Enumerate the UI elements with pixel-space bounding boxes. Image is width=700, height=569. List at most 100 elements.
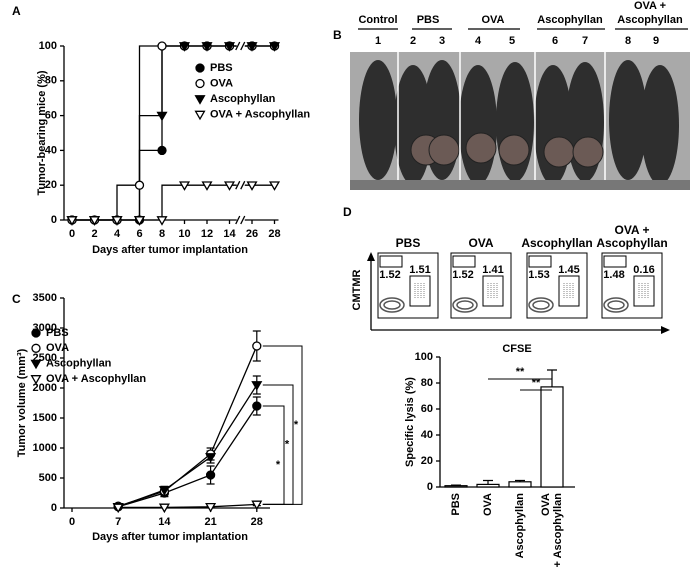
y-tick-label: 40 <box>45 144 57 156</box>
legend-label: PBS <box>46 327 69 339</box>
x-tick-label: 28 <box>268 228 280 240</box>
cell-cloud <box>452 297 478 313</box>
x-tick-label: 14 <box>223 228 236 240</box>
legend-label: PBS <box>210 62 233 74</box>
panel-label: A <box>12 4 21 18</box>
point <box>252 401 262 411</box>
x-tick-label: 2 <box>91 228 97 240</box>
flow-title: OVA + <box>614 223 649 237</box>
arrow-head <box>367 252 375 261</box>
significance-label: * <box>285 439 290 451</box>
group-label: Control <box>358 14 397 26</box>
y-tick-label: 2000 <box>33 382 57 394</box>
flow-plot <box>601 252 663 319</box>
flow-x-label: CFSE <box>502 343 531 355</box>
legend-marker <box>30 375 42 385</box>
y-tick-label: 100 <box>39 40 57 52</box>
gate-value: 0.16 <box>633 264 654 276</box>
point <box>201 42 213 52</box>
significance-bracket <box>262 405 285 505</box>
panel-label: D <box>343 205 352 219</box>
x-axis-label: Days after tumor implantation <box>92 244 248 256</box>
point <box>205 453 217 463</box>
gate-value: 1.48 <box>603 269 624 281</box>
bar <box>508 481 532 488</box>
axis-break <box>236 40 245 222</box>
bar <box>444 485 468 488</box>
y-tick-label: 80 <box>45 75 57 87</box>
flow-title: PBS <box>396 236 421 250</box>
legend-label: Ascophyllan <box>210 93 276 105</box>
panel-label: B <box>333 28 342 42</box>
point <box>157 41 167 51</box>
legend-marker <box>31 328 41 338</box>
y-axis-label: Specific lysis (%) <box>404 377 416 467</box>
arrow-head <box>661 326 670 334</box>
break-mark <box>235 215 241 225</box>
gate-value: 1.41 <box>482 264 503 276</box>
legend-label: Ascophyllan <box>46 358 112 370</box>
point <box>252 341 262 351</box>
point <box>178 42 191 52</box>
y-tick-label: 100 <box>415 351 433 363</box>
y-tick-label: 40 <box>421 429 433 441</box>
legend-label: OVA <box>210 77 233 89</box>
point <box>251 381 263 391</box>
gate-value: 1.52 <box>379 269 400 281</box>
gate <box>379 255 403 268</box>
break-mark <box>240 41 246 51</box>
legend-marker <box>194 110 206 121</box>
group-label: OVA <box>481 14 504 26</box>
point <box>156 111 168 122</box>
significance-label: * <box>294 419 299 431</box>
point <box>133 216 146 226</box>
point <box>156 216 168 226</box>
series-line <box>117 345 258 507</box>
gate-value: 1.51 <box>409 264 430 276</box>
series-line <box>118 405 258 508</box>
break-mark <box>240 180 246 190</box>
mouse <box>641 65 679 185</box>
tumor <box>428 134 460 166</box>
y-axis-label: Tumor-bearing mice (%) <box>36 70 48 195</box>
group-label: PBS <box>417 14 440 26</box>
point <box>251 500 263 511</box>
gate-value: 1.53 <box>528 269 549 281</box>
cell-cloud <box>528 297 554 313</box>
flow-title: Ascophyllan <box>521 236 592 250</box>
break-mark <box>235 180 241 190</box>
mouse-number: 8 <box>625 35 631 47</box>
series-line <box>117 384 258 508</box>
cell-cloud <box>603 297 629 313</box>
y-tick-label: 500 <box>39 472 57 484</box>
x-tick-label: Ascophyllan <box>514 493 526 559</box>
mouse-number: 2 <box>410 35 416 47</box>
break-mark <box>240 215 246 225</box>
y-tick-label: 0 <box>51 502 57 514</box>
y-tick-label: 80 <box>421 377 433 389</box>
x-tick-label: 6 <box>136 228 142 240</box>
y-tick-label: 60 <box>45 110 57 122</box>
mouse-number: 5 <box>509 35 515 47</box>
y-tick-label: 60 <box>421 403 433 415</box>
point <box>205 502 217 513</box>
mouse <box>609 60 647 180</box>
series-line <box>118 503 257 509</box>
legend-marker <box>30 359 42 370</box>
point <box>88 216 101 226</box>
legend-label: OVA <box>46 342 69 354</box>
mouse-number: 3 <box>439 35 445 47</box>
legend-marker <box>195 78 205 89</box>
gate <box>558 275 580 307</box>
y-tick-label: 20 <box>421 455 433 467</box>
point <box>223 42 236 52</box>
y-tick-label: 1500 <box>33 412 57 424</box>
mouse <box>359 60 397 180</box>
cell-cloud <box>456 300 474 310</box>
mouse-number: 6 <box>552 35 558 47</box>
point <box>158 503 170 514</box>
point <box>223 181 236 191</box>
flow-plot <box>526 252 588 319</box>
x-tick-label: 8 <box>159 228 165 240</box>
